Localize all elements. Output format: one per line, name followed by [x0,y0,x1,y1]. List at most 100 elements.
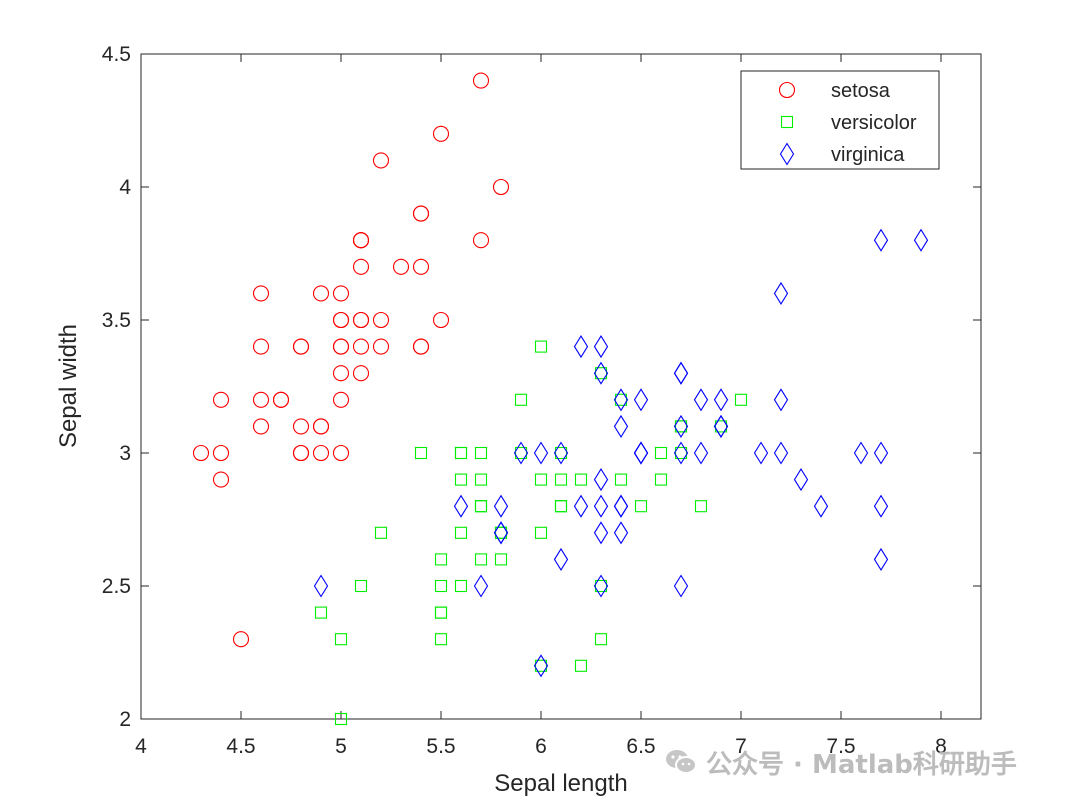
virginica-point [613,494,629,518]
virginica-point [793,468,809,492]
versicolor-point [534,473,548,486]
versicolor-point [654,473,668,486]
versicolor-point [314,606,328,619]
versicolor-point [494,526,508,539]
setosa-point [432,311,450,329]
legend-marker-virginica [779,142,795,166]
setosa-point [212,444,230,462]
versicolor-point [454,526,468,539]
virginica-point [633,441,649,465]
virginica-point [873,547,889,571]
x-tick-label: 8 [935,735,947,758]
setosa-point [252,391,270,408]
watermark-text: 公众号 · Matlab科研助手 [706,749,1017,780]
virginica-point [593,361,609,385]
x-tick-label: 7.5 [826,735,855,758]
wechat-icon [666,750,697,774]
legend-label-setosa: setosa [831,80,891,102]
setosa-point [332,365,350,382]
versicolor-point [674,446,688,460]
x-tick-label: 5 [335,735,347,758]
setosa-point [252,418,270,435]
setosa-point [312,285,330,302]
versicolor-point [454,473,468,486]
versicolor-point [434,633,448,646]
versicolor-point [454,579,468,593]
virginica-point [873,441,889,465]
y-tick-label: 2 [119,708,131,731]
setosa-point [312,418,330,435]
y-tick-labels: 2 2.5 3 3.5 4 4.5 [102,43,132,731]
legend-box [740,70,940,170]
versicolor-point [474,553,488,566]
series-virginica [313,228,929,678]
virginica-point [553,441,569,465]
virginica-point [753,441,769,465]
versicolor-point [694,500,708,513]
virginica-point [593,521,609,545]
versicolor-point [534,659,548,672]
setosa-point [492,178,510,196]
versicolor-point [514,393,528,406]
setosa-point [332,391,350,408]
versicolor-point [714,420,728,433]
setosa-point [232,631,250,648]
versicolor-point [554,446,568,460]
virginica-point [593,468,609,492]
virginica-point [773,441,789,465]
versicolor-point [514,446,528,460]
virginica-point [813,494,829,518]
versicolor-point [434,553,448,566]
legend: setosa versicolor virginica [740,70,940,170]
versicolor-point [434,579,448,593]
setosa-point [332,311,350,329]
virginica-point [493,494,509,518]
setosa-point [292,338,310,355]
versicolor-point [334,712,348,726]
x-tick-label: 6.5 [626,735,655,758]
virginica-point [673,574,689,598]
versicolor-point [654,446,668,460]
versicolor-point [534,526,548,539]
setosa-point [252,285,270,302]
setosa-point [372,152,390,169]
setosa-point [392,258,410,275]
y-tick-label: 4 [119,176,131,199]
setosa-point [292,444,310,462]
versicolor-point [474,500,488,513]
virginica-point [853,441,869,465]
versicolor-point [414,446,428,460]
setosa-point [272,391,290,408]
virginica-point [513,441,529,465]
setosa-point [352,258,370,275]
versicolor-point [734,393,748,406]
virginica-point [613,388,629,412]
versicolor-point [574,473,588,486]
virginica-point [573,335,589,359]
setosa-point [352,365,370,382]
x-tick-label: 5.5 [426,735,455,758]
setosa-point [352,311,370,329]
versicolor-point [574,659,588,672]
versicolor-point [554,473,568,486]
virginica-point [573,494,589,518]
virginica-point [593,574,609,598]
x-tick-label: 6 [535,735,547,758]
virginica-point [773,281,789,305]
x-tick-label: 7 [735,735,747,758]
y-tick-label: 4.5 [102,43,131,66]
setosa-point [372,311,390,329]
virginica-point [873,228,889,252]
virginica-point [593,494,609,518]
versicolor-point [494,553,508,566]
axis-ticks [140,53,981,720]
watermark: 公众号 · Matlab科研助手 [664,744,1017,780]
setosa-point [472,232,490,249]
y-axis-label: Sepal width [55,324,82,448]
virginica-point [693,441,709,465]
y-tick-label: 3 [119,442,131,465]
x-axis-label: Sepal length [494,770,627,797]
versicolor-point [474,446,488,460]
virginica-point [473,574,489,598]
